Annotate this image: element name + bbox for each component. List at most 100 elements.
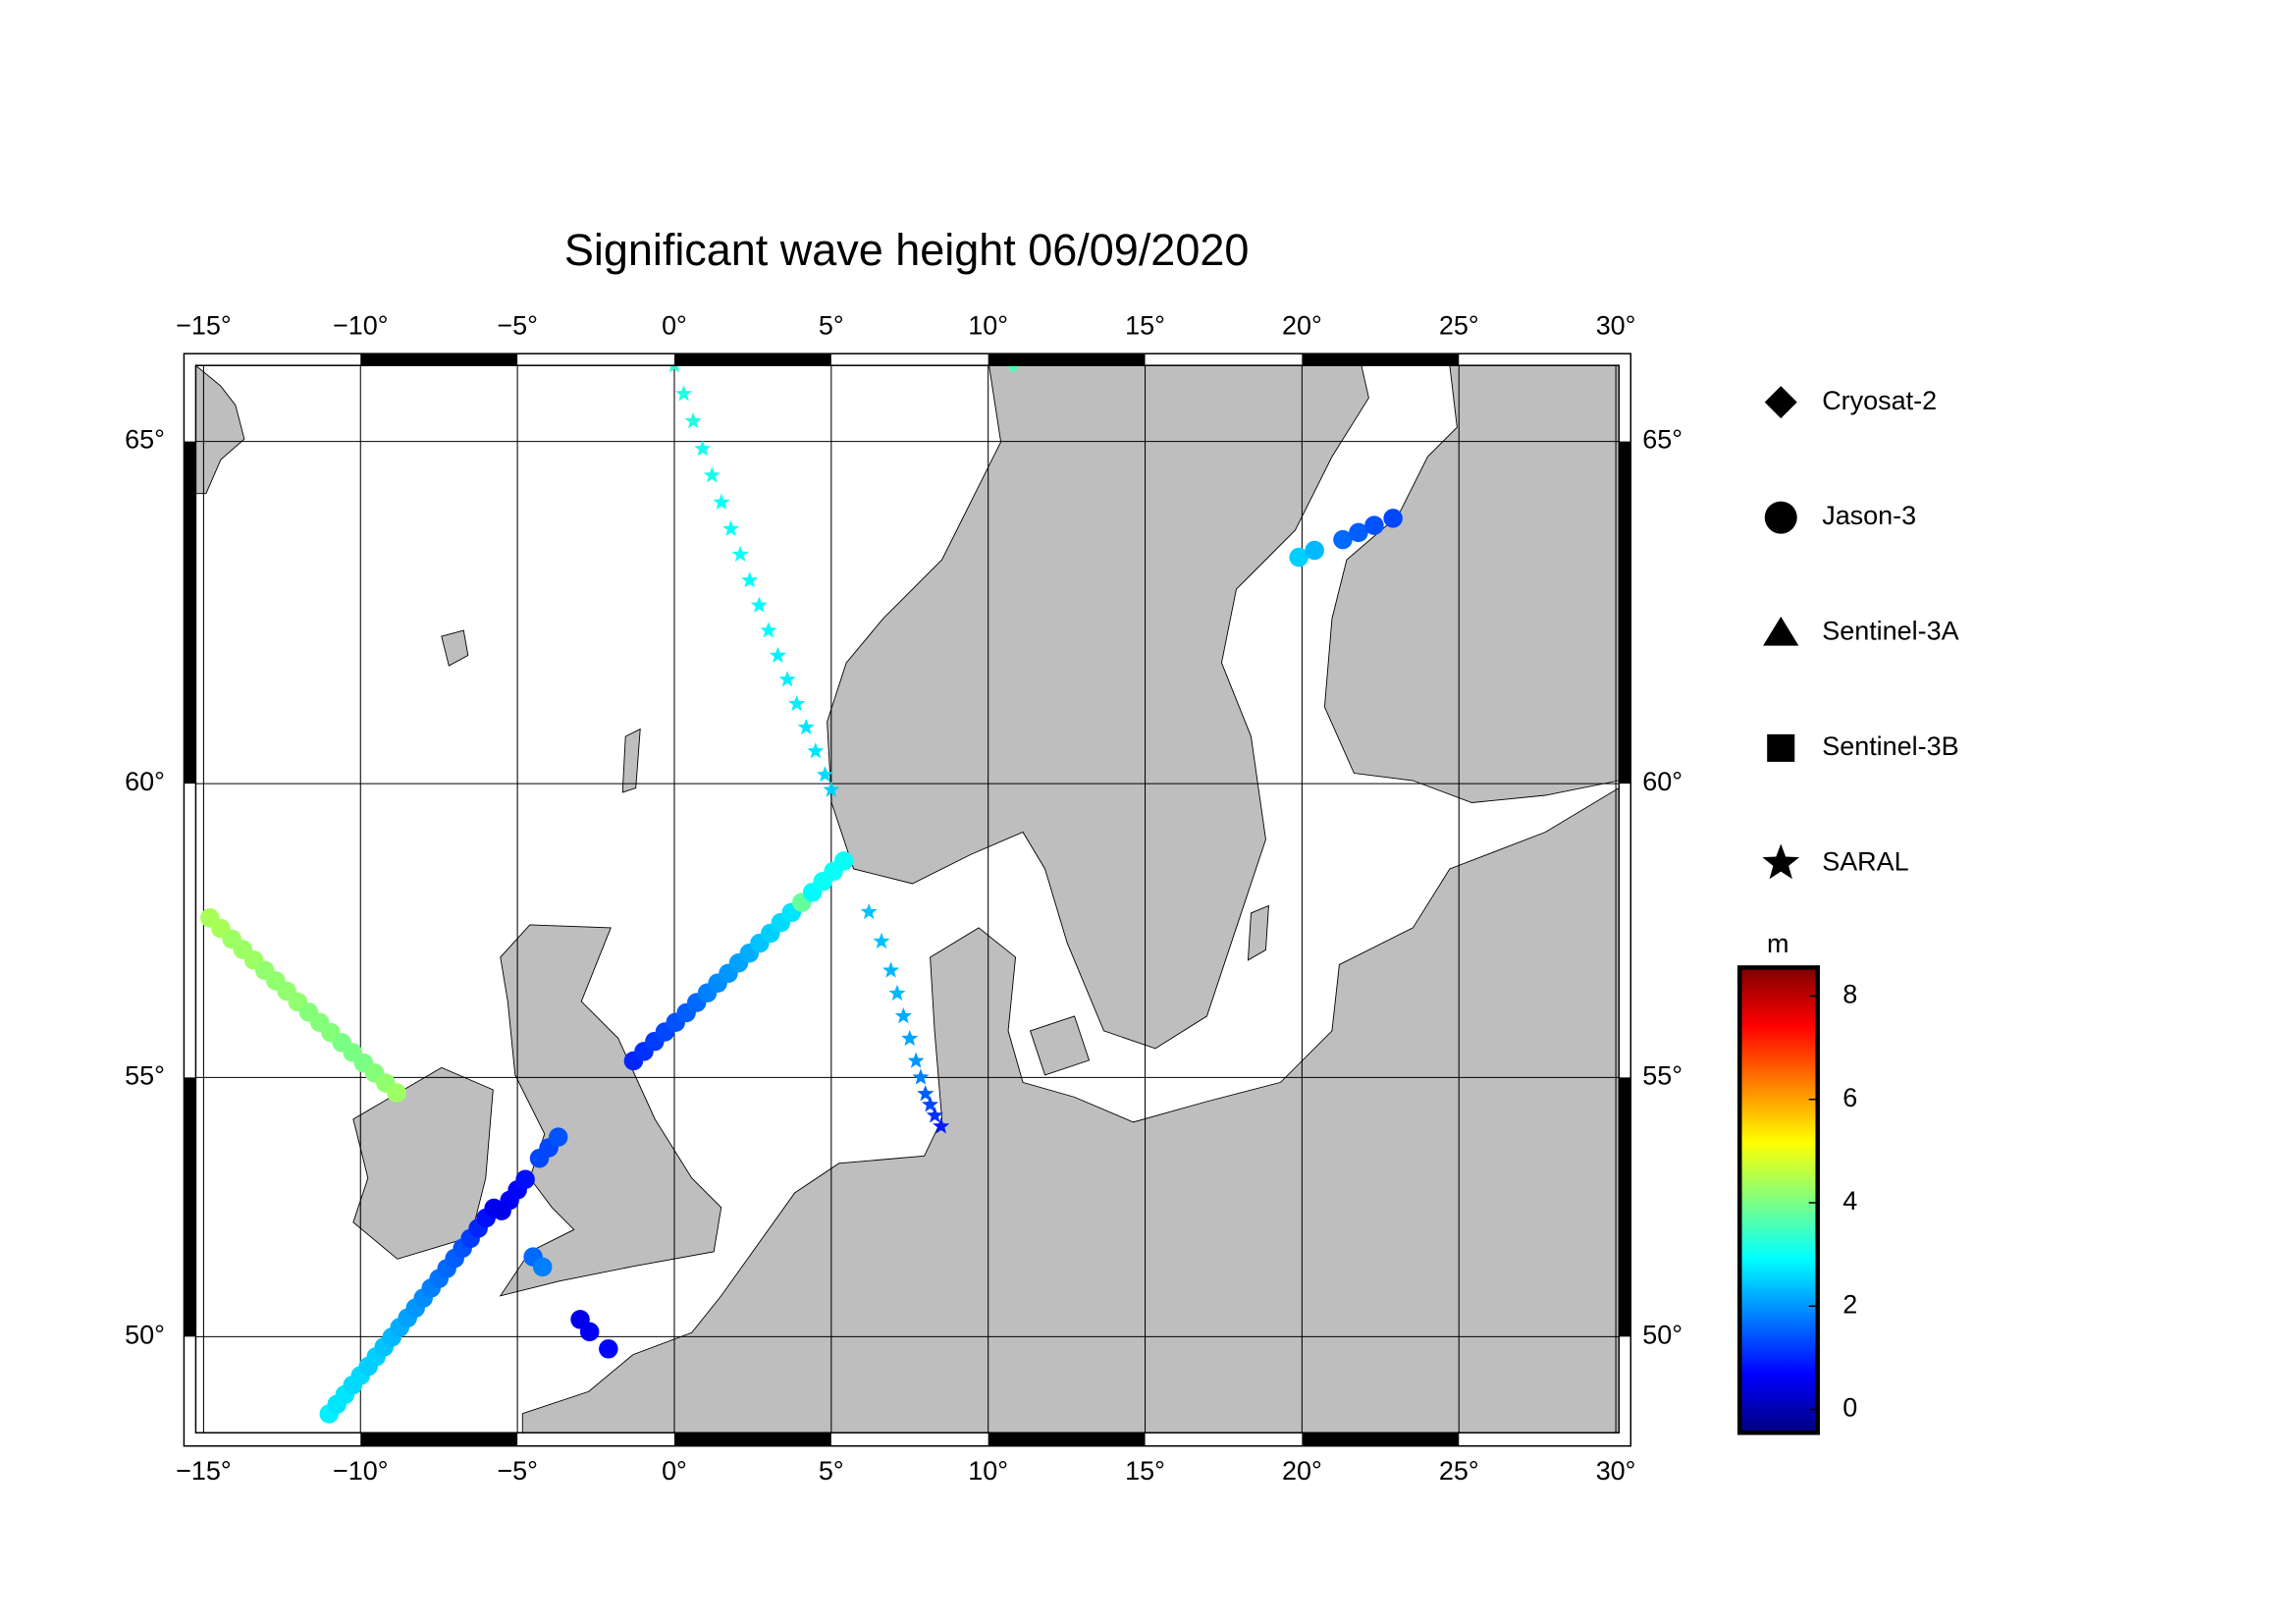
marker-circle [532, 1257, 553, 1277]
frame-outer [183, 352, 1632, 1447]
gotland [1247, 904, 1269, 961]
marker-circle [1305, 540, 1324, 561]
marker-star [684, 411, 702, 429]
legend-label: Sentinel-3B [1822, 731, 1958, 761]
colorbar-tick-label: 2 [1842, 1289, 1857, 1319]
marker-star [731, 545, 749, 563]
iceland [195, 365, 245, 495]
marker-circle [1364, 515, 1384, 535]
x-tick-label: 30° [1596, 1456, 1636, 1486]
marker-circle [1289, 547, 1308, 568]
frame-segment [360, 1433, 518, 1446]
scandinavia [827, 365, 1369, 1050]
marker-star [788, 694, 806, 712]
marker-star [750, 596, 768, 613]
marker-star [741, 571, 759, 588]
marker-square [1767, 733, 1795, 762]
land-layer [195, 365, 1620, 1434]
faroe-islands [441, 629, 469, 667]
x-tick-label: 0° [662, 1456, 687, 1486]
frame-inner [194, 364, 1621, 1434]
y-tick-label: 50° [1642, 1320, 1682, 1349]
marker-circle [599, 1339, 618, 1359]
frame-segment [673, 353, 831, 366]
danish-islands [1029, 1015, 1091, 1076]
x-tick-label: 5° [819, 1456, 844, 1486]
y-tick-label: 55° [1642, 1060, 1682, 1090]
marker-circle [515, 1169, 535, 1190]
marker-triangle [1763, 616, 1799, 646]
continent [521, 786, 1620, 1434]
colorbar: m 0 2 4 6 8 [1736, 929, 1857, 1435]
marker-star [907, 1052, 925, 1068]
frame-segment [988, 1433, 1146, 1446]
colorbar-tick-label: 4 [1842, 1186, 1857, 1216]
marker-star [816, 766, 833, 783]
x-tick-label: 15° [1125, 310, 1165, 340]
marker-circle [387, 1083, 406, 1103]
marker-star [917, 1085, 934, 1102]
x-tick-label: 30° [1596, 310, 1636, 340]
legend-label: Sentinel-3A [1822, 617, 1958, 646]
marker-star [760, 622, 777, 638]
y-tick-label: 60° [125, 767, 165, 796]
y-tick-label: 55° [125, 1060, 165, 1090]
x-tick-label: 5° [819, 310, 844, 340]
colorbar-tick-label: 8 [1842, 980, 1857, 1009]
frame-segment [1619, 441, 1631, 784]
colorbar-unit: m [1767, 929, 1789, 958]
marker-circle [579, 1322, 600, 1342]
frame-segment [184, 441, 196, 784]
x-tick-label: 10° [968, 1456, 1008, 1486]
y-tick-label: 60° [1642, 767, 1682, 796]
frame-segment [1619, 1077, 1631, 1337]
frame-segment [988, 353, 1146, 366]
marker-star [721, 519, 740, 537]
x-tick-label: 20° [1282, 310, 1322, 340]
y-tick-label: 65° [125, 425, 165, 455]
x-tick-label: 0° [662, 310, 687, 340]
x-tick-label: 15° [1125, 1456, 1165, 1486]
colorbar-tick-label: 6 [1842, 1083, 1857, 1112]
marker-star [778, 671, 796, 687]
frame-segment [184, 1077, 196, 1337]
graticule [195, 365, 1620, 1434]
marker-star [921, 1096, 939, 1112]
marker-star [1762, 843, 1800, 880]
y-tick-label: 50° [125, 1320, 165, 1349]
legend-label: Jason-3 [1822, 501, 1916, 530]
marker-circle [1349, 522, 1368, 543]
x-tick-label: −5° [497, 1456, 538, 1486]
marker-circle [833, 851, 854, 871]
colorbar-ramp [1736, 965, 1820, 1435]
marker-star [668, 365, 680, 373]
y-tick-label: 65° [1642, 425, 1682, 455]
marker-star [894, 1006, 912, 1024]
marker-circle [548, 1127, 568, 1147]
frame-segment [360, 353, 518, 366]
marker-star [882, 961, 900, 978]
great-britain [499, 924, 722, 1297]
x-tick-label: 25° [1439, 1456, 1479, 1486]
legend-label: Cryosat-2 [1822, 386, 1937, 415]
marker-star [901, 1029, 919, 1047]
x-tick-label: 20° [1282, 1456, 1322, 1486]
marker-circle [1764, 501, 1797, 534]
map-title: Significant wave height 06/09/2020 [564, 225, 1250, 275]
marker-star [926, 1107, 943, 1123]
legend: Cryosat-2 Jason-3 Sentinel-3A Sentinel-3B SA… [1762, 386, 1959, 880]
marker-star [888, 984, 906, 1001]
marker-circle [1383, 509, 1403, 528]
x-tick-label: −10° [333, 1456, 389, 1486]
marker-star [933, 1117, 950, 1134]
track-points [200, 365, 1403, 1424]
x-tick-label: −10° [333, 310, 389, 340]
x-tick-label: 25° [1439, 310, 1479, 340]
marker-star [873, 932, 890, 949]
x-tick-label: 10° [968, 310, 1008, 340]
x-tick-label: −15° [176, 310, 232, 340]
frame-segment [1302, 353, 1460, 366]
finland-russia [1323, 365, 1620, 803]
legend-label: SARAL [1822, 846, 1908, 876]
x-tick-label: −5° [497, 310, 538, 340]
